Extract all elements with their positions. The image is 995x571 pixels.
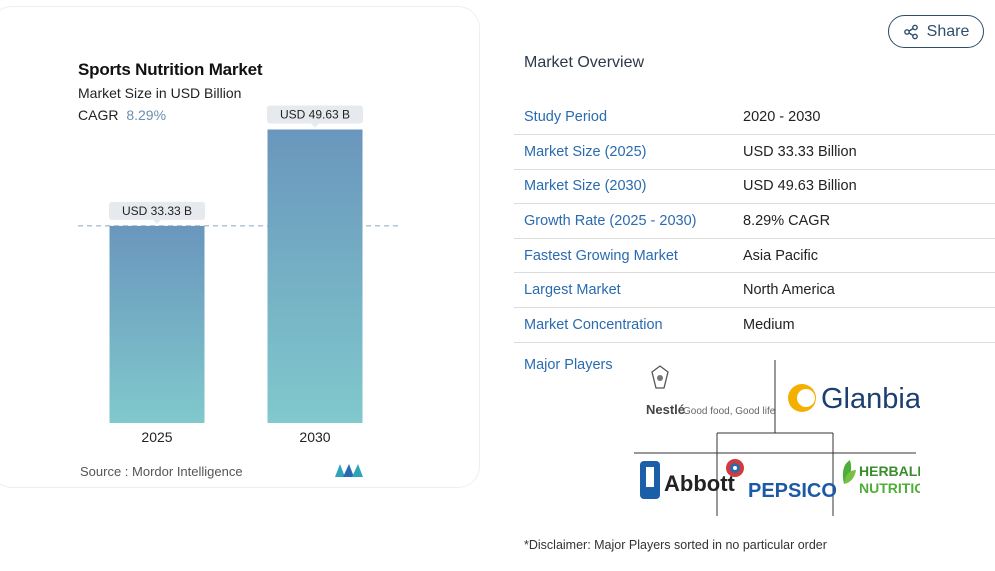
data-label-bg [109, 201, 205, 220]
data-label-bg [267, 105, 363, 124]
abbott-logo: Abbott [640, 461, 736, 499]
table-row: Market Size (2030) USD 49.63 Billion [514, 169, 995, 205]
share-button[interactable]: Share [888, 15, 984, 48]
herbalife-tagline: NUTRITION [859, 480, 920, 496]
data-label-pointer [153, 219, 161, 224]
cagr-value: 8.29% [126, 107, 167, 123]
bar-chart: USD 33.33 B 2025 USD 49.63 B 2030 [78, 105, 398, 445]
chart-subtitle: Market Size in USD Billion [78, 85, 242, 101]
row-value: USD 33.33 Billion [743, 134, 995, 170]
table-row: Growth Rate (2025 - 2030) 8.29% CAGR [514, 203, 995, 239]
row-key[interactable]: Market Size (2025) [514, 134, 743, 170]
glanbia-name: Glanbia [821, 383, 920, 415]
pepsico-logo: PEPSICO [726, 459, 837, 502]
row-key[interactable]: Market Size (2030) [514, 169, 743, 205]
glanbia-logo: Glanbia [788, 383, 920, 415]
data-label-pointer [311, 123, 319, 128]
row-key[interactable]: Largest Market [514, 272, 743, 309]
share-label: Share [926, 22, 970, 40]
nestle-name: Nestlé [646, 402, 685, 417]
table-row: Largest Market North America [514, 272, 995, 309]
major-players-label[interactable]: Major Players [524, 357, 613, 373]
herbalife-name: HERBALIFE [859, 463, 920, 479]
table-row: Market Concentration Medium [514, 307, 995, 343]
x-tick-label: 2030 [299, 429, 330, 445]
row-value: 2020 - 2030 [743, 100, 995, 136]
chart-title: Sports Nutrition Market [78, 60, 263, 79]
table-row: Study Period 2020 - 2030 [514, 100, 995, 136]
herbalife-logo: HERBALIFE NUTRITION [842, 460, 920, 496]
chart-cagr: CAGR 8.29% [78, 107, 166, 123]
x-tick-label: 2025 [141, 429, 172, 445]
table-row: Fastest Growing Market Asia Pacific [514, 238, 995, 274]
data-label: USD 33.33 B [122, 204, 192, 218]
cagr-label: CAGR [78, 107, 119, 123]
mordor-logo-icon [335, 464, 363, 477]
disclaimer-text: *Disclaimer: Major Players sorted in no … [524, 538, 827, 552]
table-row: Market Size (2025) USD 33.33 Billion [514, 134, 995, 170]
overview-title: Market Overview [524, 54, 645, 71]
nestle-logo: Nestlé Good food, Good life [646, 365, 776, 417]
row-key[interactable]: Fastest Growing Market [514, 238, 743, 274]
bar-2025 [109, 225, 205, 423]
overview-table: Study Period 2020 - 2030 Market Size (202… [514, 100, 995, 343]
abbott-name: Abbott [664, 471, 736, 496]
row-value: Medium [743, 307, 995, 343]
share-icon [903, 24, 918, 39]
source-text: Source : Mordor Intelligence [80, 464, 243, 479]
row-key[interactable]: Market Concentration [514, 307, 743, 343]
major-players-logos: Nestlé Good food, Good life Glanbia Abbo… [634, 360, 920, 516]
data-label: USD 49.63 B [280, 107, 350, 121]
row-value: North America [743, 272, 995, 309]
chart-card [0, 6, 480, 488]
pepsico-name: PEPSICO [748, 480, 837, 502]
row-value: 8.29% CAGR [743, 203, 995, 239]
nestle-tagline: Good food, Good life [683, 406, 776, 417]
row-value: Asia Pacific [743, 238, 995, 274]
row-value: USD 49.63 Billion [743, 169, 995, 205]
row-key[interactable]: Growth Rate (2025 - 2030) [514, 203, 743, 239]
row-key[interactable]: Study Period [514, 100, 743, 136]
bar-2030 [267, 129, 363, 423]
